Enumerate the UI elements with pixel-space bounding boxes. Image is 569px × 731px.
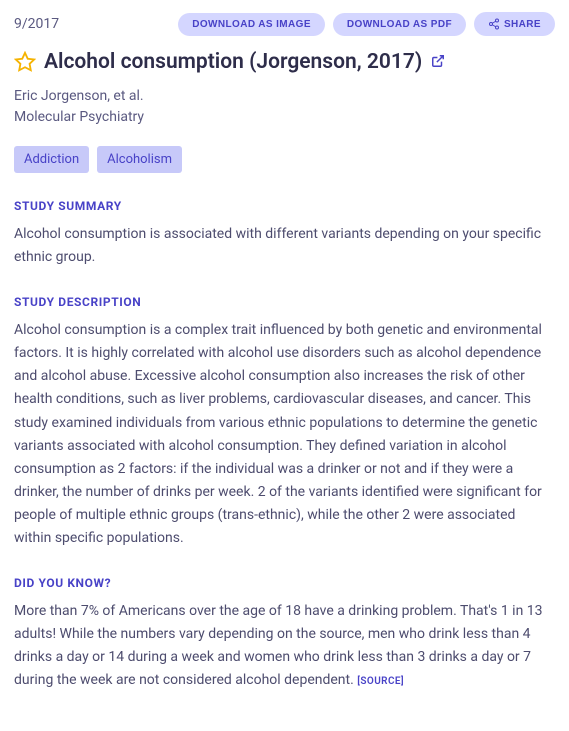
download-pdf-button[interactable]: DOWNLOAD AS PDF [333,13,466,36]
share-label: SHARE [504,19,541,30]
dyk-heading: DID YOU KNOW? [14,576,555,590]
tag-list: Addiction Alcoholism [14,146,555,173]
top-bar: 9/2017 DOWNLOAD AS IMAGE DOWNLOAD AS PDF… [14,12,555,36]
description-body: Alcohol consumption is a complex trait i… [14,319,555,550]
section-did-you-know: DID YOU KNOW? More than 7% of Americans … [14,576,555,692]
title-row: Alcohol consumption (Jorgenson, 2017) [14,50,555,74]
tag-alcoholism[interactable]: Alcoholism [97,146,182,173]
external-link-icon[interactable] [431,54,445,68]
publication-date: 9/2017 [14,16,170,32]
description-heading: STUDY DESCRIPTION [14,295,555,309]
star-icon[interactable] [14,51,36,73]
section-summary: STUDY SUMMARY Alcohol consumption is ass… [14,199,555,269]
title-text: Alcohol consumption (Jorgenson, 2017) [44,50,422,74]
download-image-label: DOWNLOAD AS IMAGE [192,19,311,30]
share-button[interactable]: SHARE [474,12,555,36]
source-link[interactable]: [SOURCE] [357,676,404,687]
summary-heading: STUDY SUMMARY [14,199,555,213]
page-title: Alcohol consumption (Jorgenson, 2017) [44,50,445,74]
download-image-button[interactable]: DOWNLOAD AS IMAGE [178,13,325,36]
tag-addiction[interactable]: Addiction [14,146,89,173]
download-pdf-label: DOWNLOAD AS PDF [347,19,452,30]
section-description: STUDY DESCRIPTION Alcohol consumption is… [14,295,555,550]
summary-body: Alcohol consumption is associated with d… [14,223,555,269]
share-icon [488,18,500,30]
meta-block: Eric Jorgenson, et al. Molecular Psychia… [14,86,555,128]
journal: Molecular Psychiatry [14,107,555,128]
dyk-text: More than 7% of Americans over the age o… [14,603,543,688]
authors: Eric Jorgenson, et al. [14,86,555,107]
